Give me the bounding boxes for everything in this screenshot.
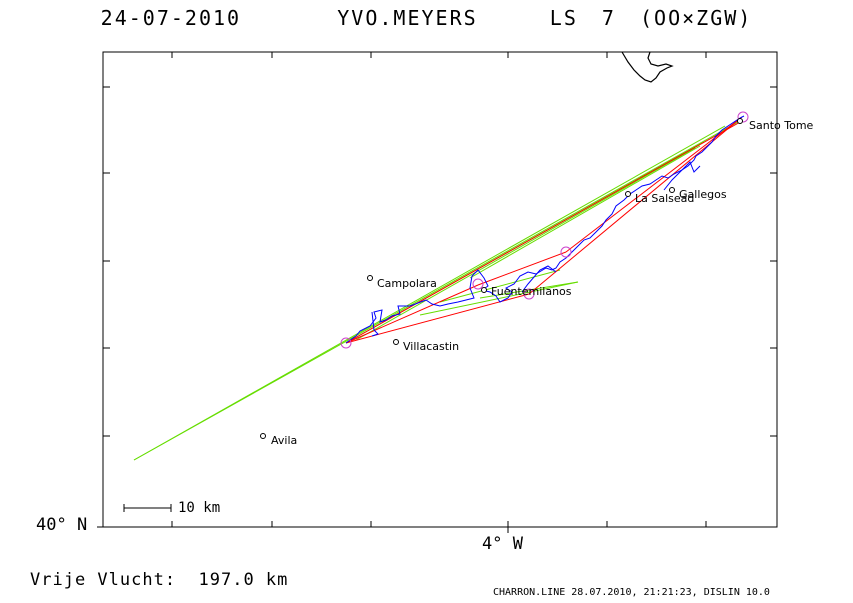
- latitude-label: 40° N: [36, 515, 88, 535]
- place-label-santo-tome: Santo Tome: [749, 119, 814, 132]
- scale-bar: [123, 504, 172, 512]
- place-label-avila: Avila: [271, 434, 297, 447]
- map-frame: [102, 51, 778, 528]
- place-markers: [260, 118, 743, 439]
- map-title: 24-07-2010 YVO.MEYERS LS 7 (OO×ZGW): [100, 6, 753, 30]
- scale-bar-label: 10 km: [178, 500, 221, 516]
- place-label-la-salsead: La Salsead: [635, 192, 694, 205]
- axis-ticks: [97, 52, 777, 533]
- turnpoint-circles: [340, 111, 749, 349]
- place-label-gallegos: Gallegos: [679, 188, 727, 201]
- border-line: [621, 51, 674, 83]
- place-label-villacastin: Villacastin: [403, 340, 459, 353]
- footer-credits: CHARRON.LINE 28.07.2010, 21:21:23, DISLI…: [493, 587, 770, 598]
- place-label-fuentemilanos: Fuentemilanos: [491, 285, 572, 298]
- place-label-campolara: Campolara: [377, 277, 437, 290]
- free-flight-distance: Vrije Vlucht: 197.0 km: [30, 570, 289, 590]
- leg-lines: [133, 121, 739, 461]
- longitude-label: 4° W: [482, 534, 523, 554]
